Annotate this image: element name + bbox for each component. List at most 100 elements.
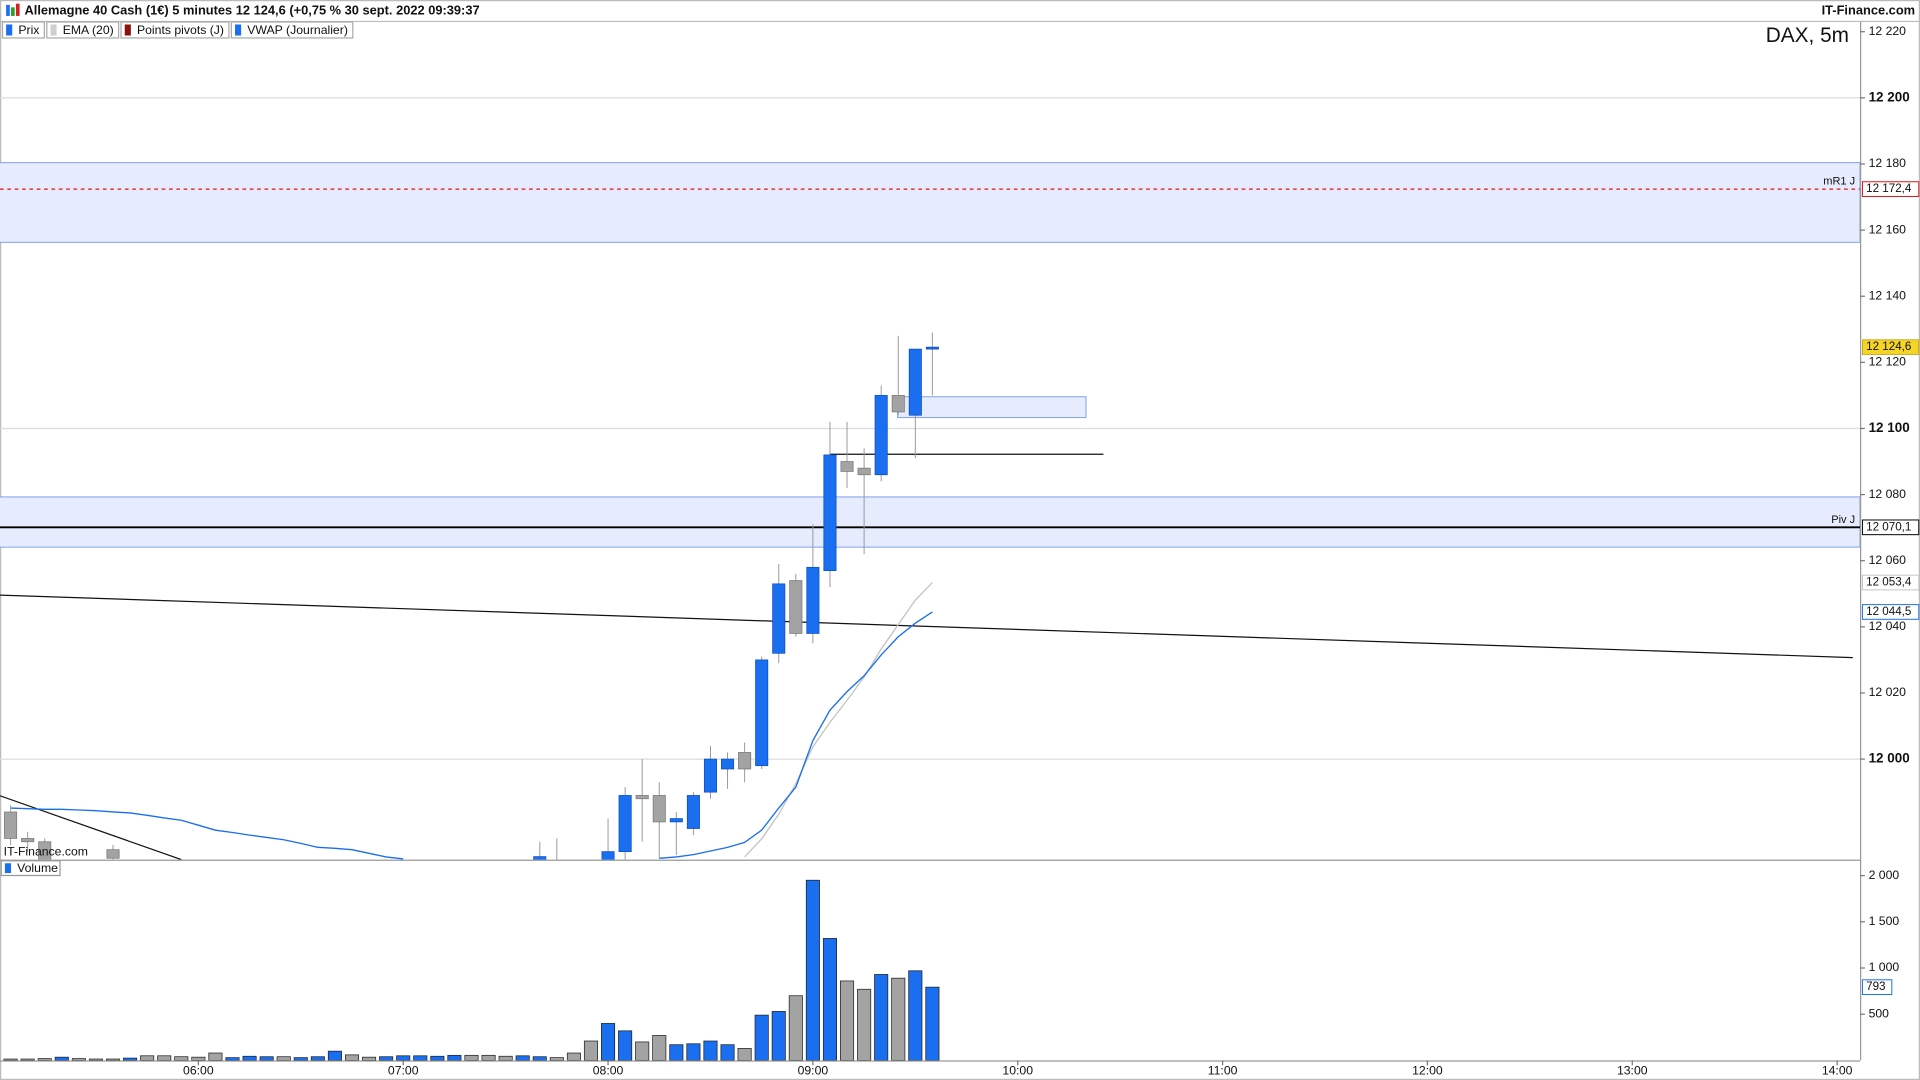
volume-bar	[891, 977, 906, 1061]
y-tick-label: 12 180	[1869, 156, 1907, 170]
header-icon	[11, 7, 15, 16]
x-tick-label: 14:00	[1822, 1064, 1853, 1078]
legend-box	[230, 21, 354, 39]
x-tick-label: 11:00	[1208, 1064, 1238, 1078]
x-tick-label: 08:00	[593, 1064, 624, 1078]
volume-bar	[430, 1055, 445, 1061]
header-icon	[6, 4, 10, 16]
volume-bar	[54, 1056, 69, 1061]
volume-last-box	[1861, 979, 1893, 995]
volume-bar	[123, 1057, 138, 1061]
legend-swatch	[50, 24, 57, 36]
volume-bar	[379, 1056, 394, 1061]
legend-box	[1, 21, 45, 39]
pivot-value-box	[1861, 519, 1920, 536]
legend-label: EMA (20)	[63, 23, 114, 37]
trendline	[0, 594, 1853, 659]
volume-bar	[652, 1035, 667, 1061]
candle-body	[21, 838, 35, 843]
volume-bar	[71, 1058, 86, 1061]
volume-title: Volume	[17, 861, 58, 875]
candle-body	[891, 395, 905, 413]
candle-body	[840, 461, 854, 472]
candle-body	[721, 758, 735, 770]
volume-bar	[276, 1056, 291, 1061]
header-icon	[15, 3, 20, 16]
zone	[0, 162, 1860, 243]
volume-bar	[157, 1055, 172, 1061]
pivot-value-box	[1861, 181, 1920, 197]
volume-y-tick-label: 500	[1869, 1006, 1890, 1020]
volume-bar	[37, 1058, 52, 1061]
legend-swatch	[124, 24, 131, 36]
volume-bar	[242, 1055, 257, 1061]
volume-bar	[88, 1058, 103, 1061]
candle-body	[601, 851, 615, 860]
volume-bar	[754, 1014, 769, 1061]
volume-bar	[259, 1056, 274, 1061]
volume-y-tick-label: 2 000	[1869, 868, 1900, 882]
candle-body	[823, 454, 837, 571]
candle-body	[652, 795, 666, 823]
pivot-name: Piv J	[1831, 514, 1855, 526]
volume-bar	[840, 980, 855, 1061]
header-title: Allemagne 40 Cash (1€) 5 minutes 12 124,…	[24, 2, 479, 17]
zone	[0, 496, 1860, 548]
y-tick-label: 12 160	[1869, 222, 1907, 236]
candle-body	[703, 758, 717, 793]
candle-body	[738, 752, 752, 770]
candle-body	[635, 795, 649, 800]
legend: Prix EMA (20) Points pivots (J) VWAP (Journ…	[1, 21, 354, 39]
y-tick-label: 12 060	[1869, 553, 1907, 567]
candle-body	[806, 566, 820, 634]
volume-panel	[3, 879, 940, 1061]
volume-bar	[771, 1011, 786, 1061]
volume-bar	[532, 1056, 547, 1061]
volume-bar	[174, 1056, 189, 1061]
candle-body	[857, 467, 871, 476]
volume-bar	[925, 986, 940, 1061]
candle-body	[755, 659, 769, 767]
volume-bar	[703, 1040, 718, 1061]
candle-body	[618, 795, 632, 853]
pivot-name: mR1 J	[1823, 176, 1855, 188]
candle-body	[106, 849, 120, 859]
y-tick-label: 12 120	[1869, 355, 1907, 369]
candle-body	[772, 583, 786, 654]
zone	[897, 396, 1087, 419]
legend-swatch	[6, 24, 13, 36]
indicator-line	[10, 611, 933, 860]
pivot-value-label: 12 070,1	[1866, 520, 1911, 533]
volume-bar	[822, 938, 837, 1061]
volume-bar	[601, 1023, 616, 1061]
x-tick-label: 13:00	[1617, 1064, 1648, 1078]
volume-bar	[327, 1050, 342, 1061]
candle-body	[533, 856, 547, 860]
volume-title-icon	[4, 863, 12, 874]
trendline	[0, 795, 182, 860]
y-tick-label: 12 100	[1869, 420, 1910, 435]
indicator-value-label: 12 044,5	[1866, 605, 1911, 618]
volume-bar	[208, 1052, 223, 1061]
volume-bar	[191, 1056, 206, 1061]
volume-bar	[669, 1044, 684, 1061]
volume-bar	[908, 970, 923, 1061]
volume-bar	[481, 1054, 496, 1061]
x-tick-label: 09:00	[798, 1064, 829, 1078]
legend-box	[120, 21, 230, 39]
candle-body	[874, 395, 888, 476]
y-tick-label: 12 020	[1869, 685, 1907, 699]
volume-bar	[549, 1057, 564, 1061]
indicator-value-box	[1861, 574, 1920, 591]
source-label: IT-Finance.com	[4, 844, 88, 858]
volume-bar	[396, 1055, 411, 1061]
volume-bar	[805, 879, 820, 1061]
y-tick-label: 12 000	[1869, 751, 1910, 766]
legend-label: Points pivots (J)	[137, 23, 224, 37]
volume-bar	[362, 1056, 377, 1061]
volume-bar	[344, 1054, 360, 1061]
volume-bar	[293, 1057, 308, 1061]
candle-body	[4, 811, 18, 839]
